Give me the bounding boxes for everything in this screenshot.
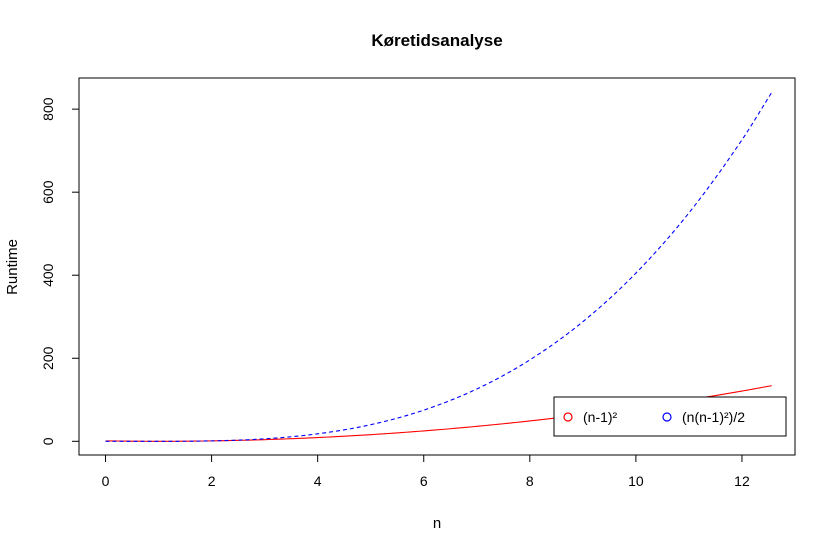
x-tick-label: 0	[102, 473, 110, 489]
chart-title: Køretidsanalyse	[371, 31, 502, 50]
y-axis: 0 200 400 600 800	[40, 97, 80, 445]
y-tick-label: 0	[40, 437, 56, 445]
series-layer	[105, 92, 773, 442]
legend-marker-series-2	[662, 412, 672, 422]
legend-box	[553, 396, 787, 437]
y-axis-label: Runtime	[4, 239, 21, 295]
x-tick-label: 10	[628, 473, 644, 489]
series-line-2	[105, 92, 773, 442]
y-tick-label: 200	[40, 346, 56, 370]
legend: (n-1)² (n(n-1)²)/2	[553, 396, 787, 437]
y-tick-label: 800	[40, 97, 56, 121]
x-tick-label: 4	[314, 473, 322, 489]
x-tick-label: 8	[526, 473, 534, 489]
x-axis-label: n	[433, 515, 441, 532]
y-tick-label: 400	[40, 263, 56, 287]
legend-label-series-2: (n(n-1)²)/2	[682, 409, 745, 425]
legend-label-series-1: (n-1)²	[583, 409, 618, 425]
x-axis: 0 2 4 6 8 10 12	[102, 454, 750, 489]
y-tick-label: 600	[40, 180, 56, 204]
x-tick-label: 6	[420, 473, 428, 489]
x-tick-label: 2	[208, 473, 216, 489]
legend-marker-series-1	[563, 412, 573, 422]
x-tick-label: 12	[734, 473, 750, 489]
